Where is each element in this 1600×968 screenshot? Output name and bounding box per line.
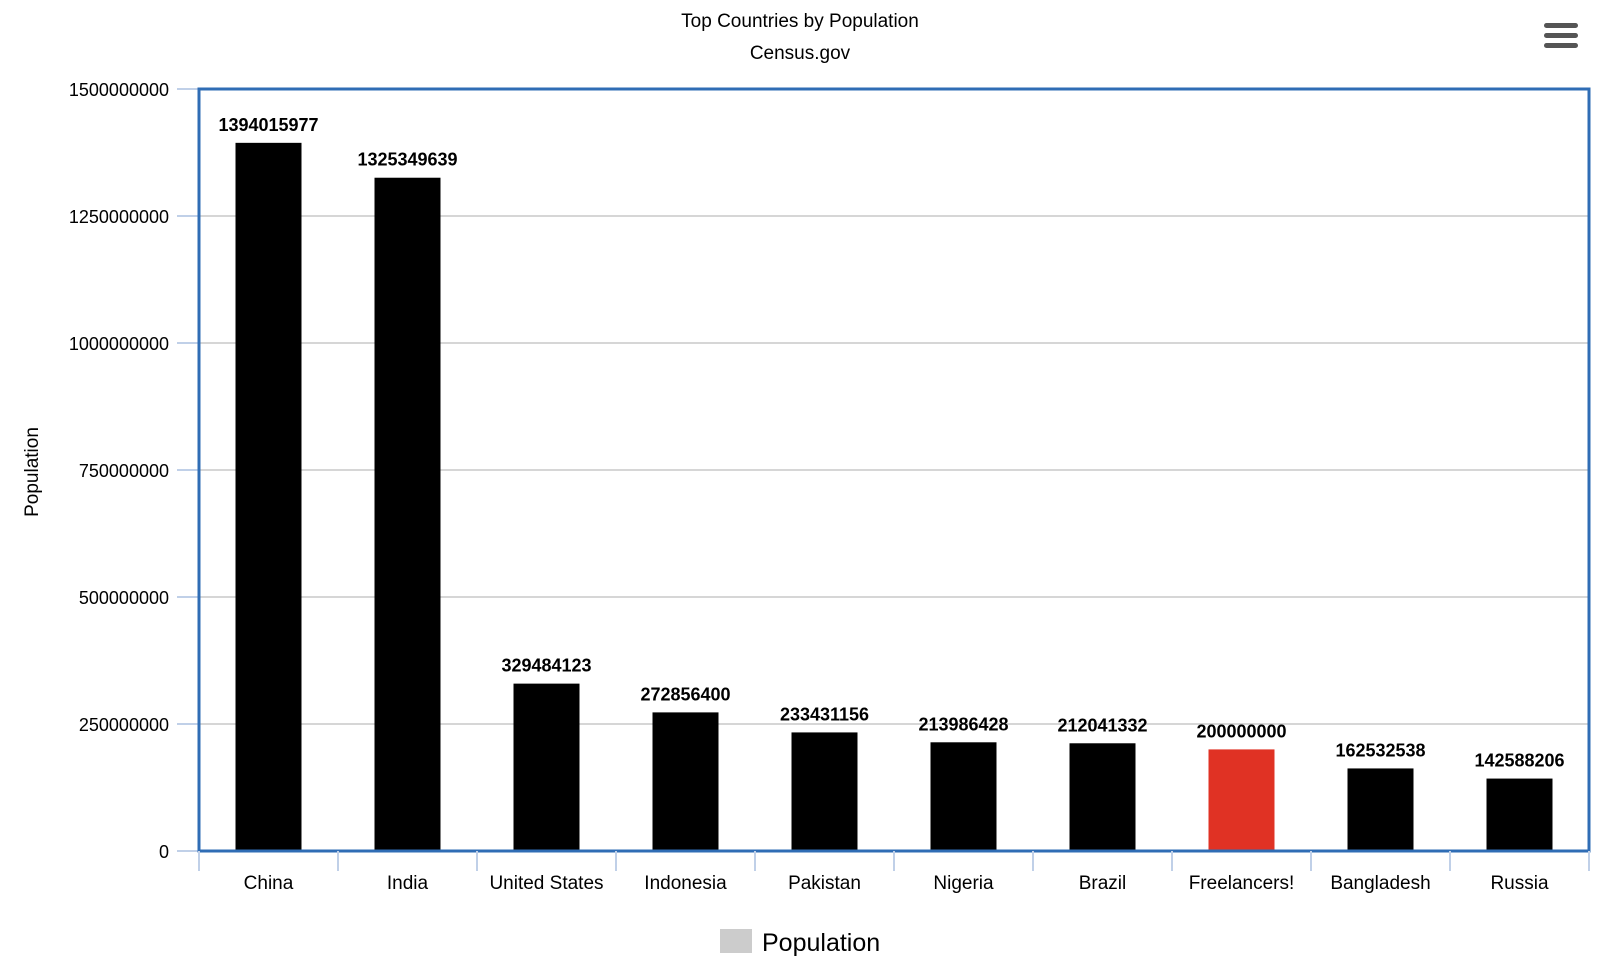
chart-title: Top Countries by Population bbox=[681, 11, 919, 32]
y-tick-label: 1500000000 bbox=[69, 80, 169, 100]
x-tick-label: United States bbox=[489, 873, 603, 894]
bar[interactable] bbox=[1208, 749, 1275, 851]
x-tick-label: China bbox=[244, 873, 294, 894]
y-tick-label: 0 bbox=[159, 842, 169, 862]
y-axis-label: Population bbox=[22, 427, 43, 517]
y-tick-label: 500000000 bbox=[79, 588, 169, 608]
hamburger-menu-icon bbox=[1544, 23, 1578, 48]
data-label: 212041332 bbox=[1057, 715, 1147, 735]
menu-button[interactable] bbox=[1538, 15, 1582, 57]
bar[interactable] bbox=[1069, 743, 1136, 851]
data-label: 213986428 bbox=[918, 714, 1008, 734]
x-axis-ticks: China India United States Indonesia Pakistan… bbox=[198, 851, 1590, 894]
bar[interactable] bbox=[374, 177, 441, 851]
bar[interactable] bbox=[235, 142, 302, 851]
bars bbox=[235, 142, 1553, 851]
legend-label[interactable]: Population bbox=[762, 929, 880, 957]
y-axis-ticks: 0 250000000 500000000 750000000 1000000000 12… bbox=[69, 80, 199, 862]
y-tick-label: 1250000000 bbox=[69, 207, 169, 227]
data-label: 1394015977 bbox=[218, 115, 318, 135]
x-tick-label: Brazil bbox=[1079, 873, 1127, 894]
legend[interactable]: Population bbox=[720, 929, 880, 957]
x-tick-label: Nigeria bbox=[933, 873, 994, 894]
x-tick-label: Russia bbox=[1490, 873, 1549, 894]
chart-subtitle: Census.gov bbox=[750, 43, 851, 64]
bar[interactable] bbox=[1347, 768, 1414, 851]
bar[interactable] bbox=[1486, 778, 1553, 851]
y-tick-label: 250000000 bbox=[79, 715, 169, 735]
data-label: 200000000 bbox=[1196, 721, 1286, 741]
x-tick-label: Freelancers! bbox=[1189, 873, 1295, 894]
legend-swatch[interactable] bbox=[720, 929, 752, 953]
bar[interactable] bbox=[513, 683, 580, 851]
x-tick-label: India bbox=[387, 873, 429, 894]
bar[interactable] bbox=[791, 732, 858, 851]
data-labels: 1394015977 1325349639 329484123 272856400 23… bbox=[218, 115, 1564, 771]
x-tick-label: Indonesia bbox=[644, 873, 727, 894]
data-label: 329484123 bbox=[501, 656, 591, 676]
y-tick-label: 1000000000 bbox=[69, 334, 169, 354]
x-tick-label: Pakistan bbox=[788, 873, 861, 894]
data-label: 142588206 bbox=[1474, 751, 1564, 771]
data-label: 233431156 bbox=[780, 704, 869, 724]
bar[interactable] bbox=[930, 742, 997, 851]
bar[interactable] bbox=[652, 712, 719, 851]
data-label: 272856400 bbox=[640, 684, 730, 704]
data-label: 162532538 bbox=[1335, 740, 1425, 760]
y-tick-label: 750000000 bbox=[79, 461, 169, 481]
x-tick-label: Bangladesh bbox=[1330, 873, 1430, 894]
data-label: 1325349639 bbox=[357, 150, 457, 170]
